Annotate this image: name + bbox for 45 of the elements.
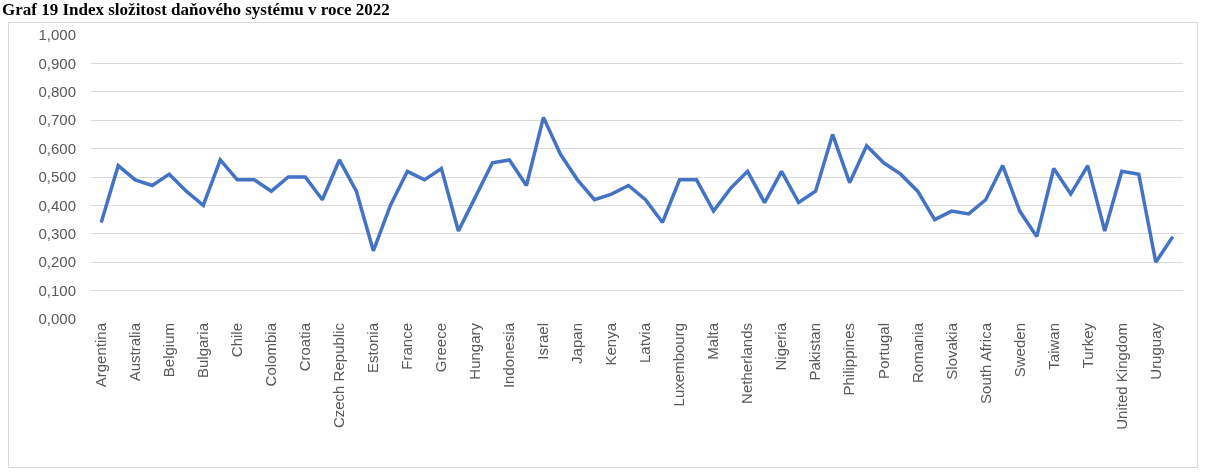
line-series [99,115,1175,264]
y-tick-label: 0,600 [38,139,76,157]
x-tick-label: South Africa [976,322,994,404]
x-tick-label: Greece [432,323,450,373]
x-tick-label: Netherlands [738,323,756,404]
x-tick-label: Belgium [160,323,178,378]
x-tick-label: Turkey [1078,322,1096,369]
y-tick-label: 0,000 [38,310,76,328]
x-tick-label: Philippines [840,323,858,396]
x-tick-label: Australia [126,322,144,382]
y-tick-label: 0,700 [38,111,76,129]
x-tick-label: Uruguay [1146,322,1164,380]
y-tick-label: 0,400 [38,196,76,214]
y-tick-label: 0,500 [38,168,76,186]
x-tick-label: Japan [568,323,586,364]
x-tick-label: Israel [534,323,552,360]
y-tick-label: 0,800 [38,83,76,101]
x-tick-label: Luxembourg [670,323,688,407]
x-tick-label: France [398,323,416,370]
y-tick-label: 0,300 [38,225,76,243]
x-tick-label: Bulgaria [194,322,212,379]
y-tick-label: 0,900 [38,54,76,72]
x-tick-label: Kenya [602,322,620,366]
x-tick-label: United Kingdom [1112,323,1130,430]
x-tick-label: Portugal [874,323,892,379]
x-tick-label: Romania [908,322,926,384]
x-tick-label: Slovakia [942,322,960,380]
x-tick-label: Czech Republic [330,322,348,429]
x-tick-label: Colombia [262,322,280,387]
chart-title: Graf 19 Index složitost daňového systému v roce 2022 [2,0,390,20]
x-tick-label: Malta [704,322,722,360]
x-tick-label: Pakistan [806,323,824,381]
x-tick-label: Indonesia [500,322,518,389]
y-tick-label: 1,000 [38,26,76,44]
x-tick-label: Estonia [364,322,382,374]
y-tick-label: 0,200 [38,253,76,271]
x-tick-label: Hungary [466,322,484,380]
x-tick-label: Argentina [92,322,110,388]
x-tick-label: Croatia [296,322,314,372]
x-tick-label: Nigeria [772,322,790,371]
x-tick-label: Latvia [636,322,654,364]
x-tick-label: Chile [228,323,246,358]
y-tick-label: 0,100 [38,281,76,299]
x-tick-label: Sweden [1010,323,1028,378]
x-tick-label: Taiwan [1044,323,1062,370]
